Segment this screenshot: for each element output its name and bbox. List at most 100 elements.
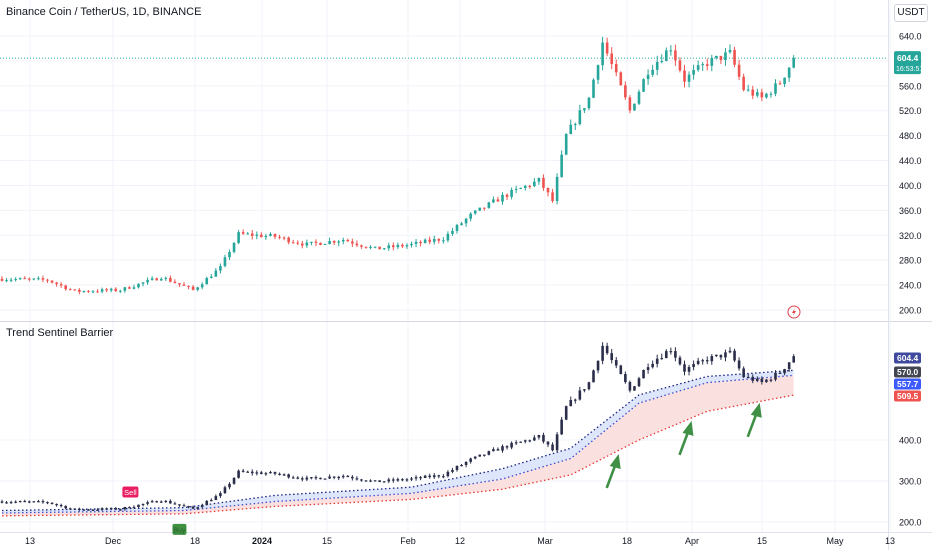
signal-arrow-icon	[605, 453, 621, 489]
price-candle	[169, 277, 172, 282]
price-axis: 200.0 240.0 280.0 320.0 360.0 400.0 440.0 480.0…	[894, 32, 923, 528]
indicator-candle	[296, 477, 300, 479]
indicator-candle	[446, 471, 450, 477]
indicator-candle	[369, 480, 372, 482]
indicator-candle	[178, 504, 181, 506]
indicator-candle	[9, 502, 13, 504]
indicator-candle	[646, 367, 650, 370]
price-candle	[32, 278, 36, 280]
indicator-candle	[18, 501, 22, 503]
price-candle	[578, 110, 582, 125]
price-candle	[260, 234, 263, 238]
time-tick-label: 13	[885, 536, 895, 546]
indicator-last-badge-label: 604.4	[897, 353, 919, 363]
indicator-candle	[546, 441, 550, 445]
currency-button[interactable]: USDT	[894, 4, 928, 22]
indicator-candle	[182, 505, 186, 507]
indicator-candle	[533, 437, 536, 441]
indicator-candle	[14, 501, 17, 503]
indicator-candle	[660, 358, 664, 360]
indicator-candle	[105, 508, 108, 510]
price-candle	[159, 278, 163, 281]
price-candle	[742, 76, 745, 90]
indicator-tick-label: 200.0	[899, 518, 922, 528]
indicator-candle	[328, 476, 331, 479]
price-candle	[560, 154, 563, 177]
price-candle	[655, 61, 659, 70]
indicator-candle	[651, 363, 654, 368]
price-candle	[137, 283, 140, 288]
price-candle	[715, 55, 718, 58]
price-candle	[18, 278, 22, 280]
price-candle	[674, 50, 677, 61]
price-candle	[264, 235, 268, 238]
price-candle	[592, 79, 595, 98]
indicator-candle	[128, 507, 131, 509]
time-tick-label: May	[826, 536, 844, 546]
price-pane[interactable]	[0, 36, 888, 319]
price-candle	[119, 290, 122, 292]
price-candle	[696, 65, 700, 70]
price-candle	[660, 61, 664, 63]
time-tick-label: Apr	[685, 536, 699, 546]
indicator-pane[interactable]: Sell Buy	[0, 342, 795, 535]
indicator-candle	[478, 454, 482, 457]
price-candle	[778, 83, 782, 85]
price-candle	[378, 246, 381, 250]
price-tick-label: 480.0	[899, 131, 922, 141]
indicator-candle	[783, 369, 786, 374]
indicator-candle	[464, 461, 468, 465]
price-candle	[724, 52, 727, 61]
price-candle	[41, 278, 45, 280]
indicator-candle	[132, 507, 136, 509]
price-candle	[701, 64, 704, 66]
indicator-candle	[592, 370, 595, 383]
indicator-candle	[655, 358, 659, 364]
indicator-candle	[137, 504, 140, 508]
indicator-candle	[756, 378, 759, 381]
indicator-candle	[451, 469, 454, 472]
indicator-candle	[273, 471, 277, 474]
indicator-candle	[469, 458, 472, 462]
price-candle	[78, 289, 81, 292]
indicator-candle	[751, 376, 755, 381]
indicator-candle	[301, 478, 304, 480]
price-candle	[0, 278, 4, 281]
indicator-candle	[310, 477, 313, 479]
indicator-candle	[669, 351, 673, 353]
price-candle	[523, 185, 527, 188]
price-candle	[232, 242, 236, 252]
indicator-candle	[564, 406, 568, 420]
indicator-candle	[392, 479, 395, 481]
price-candle	[164, 277, 168, 279]
indicator-candle	[574, 399, 577, 401]
last-price-badge	[894, 51, 921, 75]
price-candle	[719, 55, 723, 61]
price-candle	[678, 60, 682, 71]
indicator-candle	[487, 451, 491, 455]
price-candle	[405, 245, 409, 247]
price-candle	[533, 181, 536, 187]
indicator-candle	[232, 477, 236, 484]
indicator-candle	[169, 500, 172, 504]
price-candle	[355, 243, 359, 246]
indicator-candle	[665, 351, 668, 359]
indicator-candle	[319, 477, 322, 480]
indicator-candle	[537, 435, 541, 438]
indicator-candle	[728, 350, 732, 353]
price-candle	[191, 286, 195, 290]
indicator-candle	[742, 368, 745, 378]
indicator-candle	[405, 479, 409, 481]
price-candle	[319, 242, 322, 245]
indicator-candle	[23, 501, 27, 503]
price-candle	[651, 69, 654, 75]
indicator-candle	[37, 501, 40, 503]
price-candle	[446, 233, 450, 241]
price-candle	[314, 241, 318, 243]
price-candle	[555, 176, 559, 202]
indicator-candle	[378, 480, 381, 483]
time-tick-label: 18	[190, 536, 200, 546]
time-tick-label: Feb	[400, 536, 416, 546]
price-candle	[396, 244, 400, 248]
